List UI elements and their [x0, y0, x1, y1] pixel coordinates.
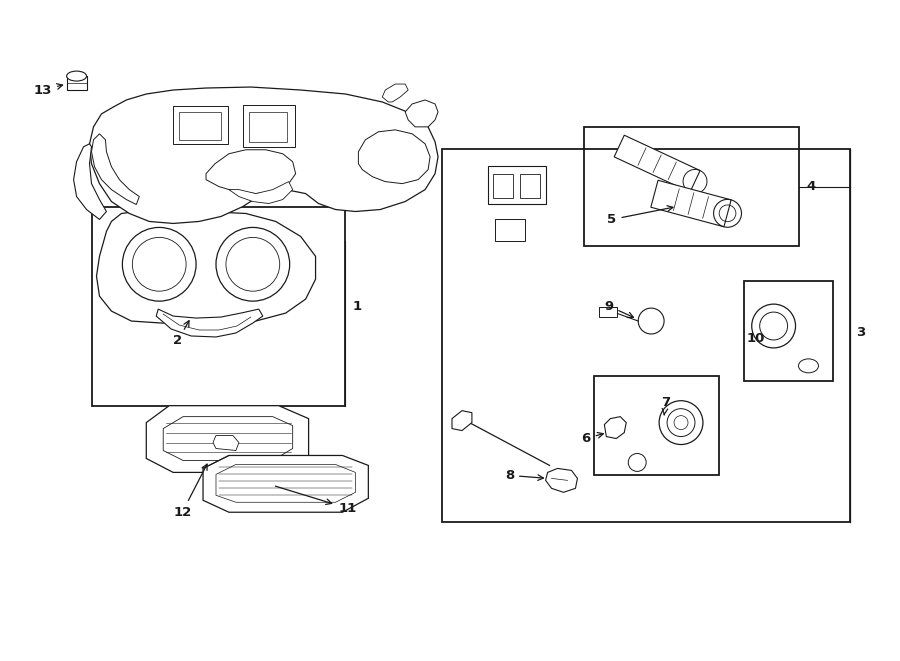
Polygon shape [92, 134, 140, 204]
Text: 6: 6 [581, 432, 603, 445]
Text: 12: 12 [173, 464, 207, 519]
Text: 1: 1 [353, 299, 362, 313]
Circle shape [659, 401, 703, 444]
Bar [584, 127, 798, 247]
Bar [92, 206, 346, 406]
Polygon shape [96, 212, 316, 323]
Polygon shape [89, 87, 438, 223]
Polygon shape [74, 144, 106, 219]
Text: 5: 5 [608, 206, 673, 226]
Polygon shape [614, 136, 700, 192]
Bar [743, 281, 833, 381]
Ellipse shape [67, 71, 86, 81]
Polygon shape [147, 406, 309, 473]
Polygon shape [213, 436, 238, 451]
Bar [495, 219, 525, 241]
Text: 8: 8 [505, 469, 544, 482]
Polygon shape [206, 150, 296, 194]
Bar [67, 76, 86, 90]
Bar [173, 106, 228, 144]
Polygon shape [405, 100, 438, 127]
Bar [519, 174, 540, 198]
Polygon shape [203, 455, 368, 512]
Circle shape [752, 304, 796, 348]
Polygon shape [382, 84, 409, 102]
Bar [179, 112, 221, 140]
Bar [442, 149, 850, 522]
Polygon shape [358, 130, 430, 184]
Text: 11: 11 [275, 486, 356, 515]
Polygon shape [229, 182, 292, 204]
Text: 10: 10 [747, 332, 765, 346]
Polygon shape [604, 416, 626, 438]
Text: 9: 9 [604, 299, 634, 317]
Bar [488, 166, 545, 204]
Text: 7: 7 [662, 396, 670, 415]
Polygon shape [157, 309, 263, 337]
Bar [248, 112, 287, 142]
Bar [243, 105, 294, 147]
Bar [599, 307, 617, 317]
Text: 3: 3 [856, 327, 866, 340]
Bar [594, 376, 719, 475]
Polygon shape [545, 469, 578, 492]
Bar [493, 174, 513, 198]
Polygon shape [452, 410, 472, 430]
Text: 4: 4 [806, 180, 815, 193]
Text: 13: 13 [34, 83, 63, 97]
Text: 2: 2 [173, 321, 189, 348]
Polygon shape [651, 180, 731, 227]
